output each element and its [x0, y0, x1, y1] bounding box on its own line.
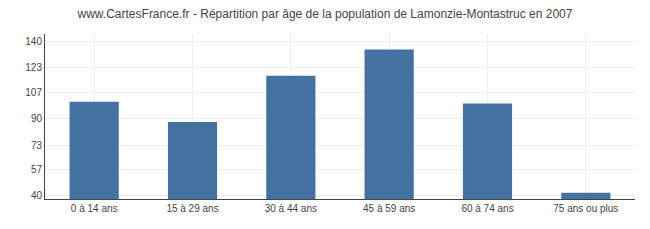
svg-text:60 à 74 ans: 60 à 74 ans — [461, 203, 513, 214]
svg-text:123: 123 — [25, 62, 42, 73]
svg-text:90: 90 — [31, 113, 43, 124]
svg-text:107: 107 — [25, 87, 42, 98]
svg-text:73: 73 — [31, 140, 43, 151]
svg-text:0 à 14 ans: 0 à 14 ans — [71, 203, 118, 214]
svg-text:140: 140 — [25, 36, 42, 47]
svg-text:57: 57 — [31, 164, 43, 175]
svg-text:15 à 29 ans: 15 à 29 ans — [166, 203, 218, 214]
svg-text:www.CartesFrance.fr - Répartit: www.CartesFrance.fr - Répartition par âg… — [77, 7, 573, 21]
svg-text:40: 40 — [31, 190, 43, 201]
svg-text:45 à 59 ans: 45 à 59 ans — [363, 203, 415, 214]
svg-text:30 à 44 ans: 30 à 44 ans — [265, 203, 317, 214]
svg-text:75 ans ou plus: 75 ans ou plus — [553, 203, 618, 214]
